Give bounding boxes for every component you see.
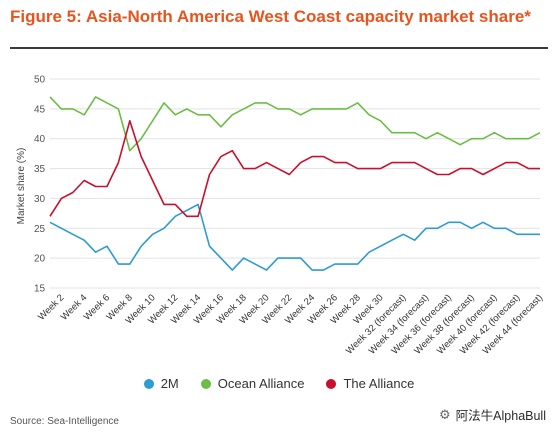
legend-label-2m: 2M (160, 376, 179, 391)
y-tick-label: 35 (34, 164, 46, 175)
y-tick-label: 50 (34, 75, 46, 86)
y-tick-label: 20 (34, 254, 46, 265)
legend-label-ocean-alliance: Ocean Alliance (217, 376, 305, 391)
source-note: Source: Sea-Intelligence (10, 416, 119, 427)
legend-item-the-alliance: The Alliance (326, 376, 414, 391)
legend-marker-ocean-alliance (200, 378, 211, 389)
y-tick-label: 45 (34, 104, 46, 115)
y-tick-label: 40 (34, 134, 46, 145)
legend: 2M Ocean Alliance The Alliance (0, 376, 558, 391)
legend-label-the-alliance: The Alliance (343, 376, 415, 391)
legend-item-2m: 2M (143, 376, 179, 391)
series-line-ocean-alliance (49, 96, 541, 152)
legend-item-ocean-alliance: Ocean Alliance (200, 376, 305, 391)
y-tick-label: 15 (34, 284, 46, 295)
y-tick-label: 30 (34, 194, 46, 205)
chart-title: Figure 5: Asia-North America West Coast … (10, 7, 531, 26)
y-axis-ticks: 15 20 25 30 35 40 45 50 (34, 75, 46, 295)
legend-marker-the-alliance (326, 378, 337, 389)
series-lines (49, 96, 541, 271)
watermark: ⚙ 阿法牛AlphaBull (439, 405, 546, 424)
legend-marker-2m (143, 378, 154, 389)
wechat-icon: ⚙ (439, 406, 451, 422)
y-tick-label: 25 (34, 224, 46, 235)
series-line-2m (49, 203, 540, 271)
watermark-text: 阿法牛AlphaBull (455, 409, 546, 423)
title-divider (10, 47, 548, 49)
series-line-the-alliance (49, 120, 540, 218)
grid-lines (50, 78, 540, 289)
line-chart: 15 20 25 30 35 40 45 50 Market share (%) Week 2… (16, 75, 545, 357)
y-axis-label: Market share (%) (16, 148, 27, 225)
